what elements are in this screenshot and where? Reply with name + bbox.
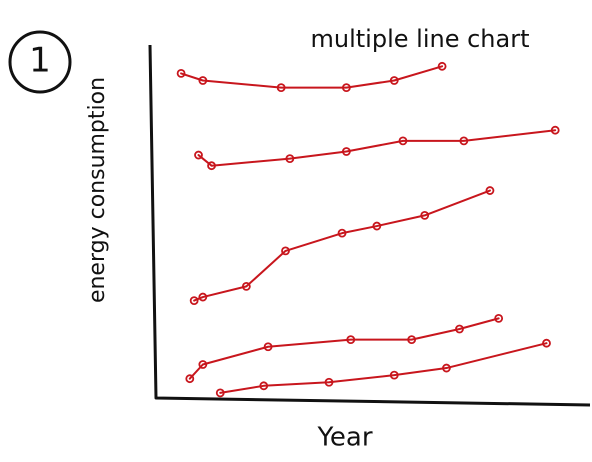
data-point [459,136,469,146]
data-point [372,221,382,231]
series-line [219,342,548,394]
data-point [341,83,351,92]
data-point [198,76,208,85]
data-point [420,210,430,220]
data-point [550,125,560,135]
data-point [389,370,399,380]
data-point [398,136,408,146]
series-line [188,317,500,380]
chart-title: multiple line chart [311,25,530,53]
data-point [194,150,203,160]
series-line [193,189,491,302]
annotation: 1 [29,41,51,81]
series-line [180,65,444,89]
data-point [276,83,286,92]
data-point [407,335,417,345]
axes [148,44,591,407]
data-point [389,76,399,85]
data-point [437,61,447,71]
data-point [337,228,347,238]
data-point [281,246,290,256]
data-point [241,281,251,291]
data-point [341,147,351,156]
y-axis-label: energy consumption [85,77,110,303]
x-axis-label: Year [316,423,372,453]
data-point [207,161,216,171]
data-point [176,69,186,78]
data-point [542,338,551,348]
data-point [324,377,334,387]
series-line [197,129,557,167]
data-point [198,360,208,369]
data-point [259,381,269,391]
annotation-circle [8,30,72,94]
data-point [285,154,295,164]
data-point [263,342,273,352]
data-point [485,186,495,195]
data-point [455,324,464,334]
data-point [346,335,356,345]
data-point [215,388,225,398]
data-point [185,374,195,384]
data-point [198,292,208,302]
data-point [494,313,504,323]
data-point [189,296,199,306]
data-point [442,363,451,373]
